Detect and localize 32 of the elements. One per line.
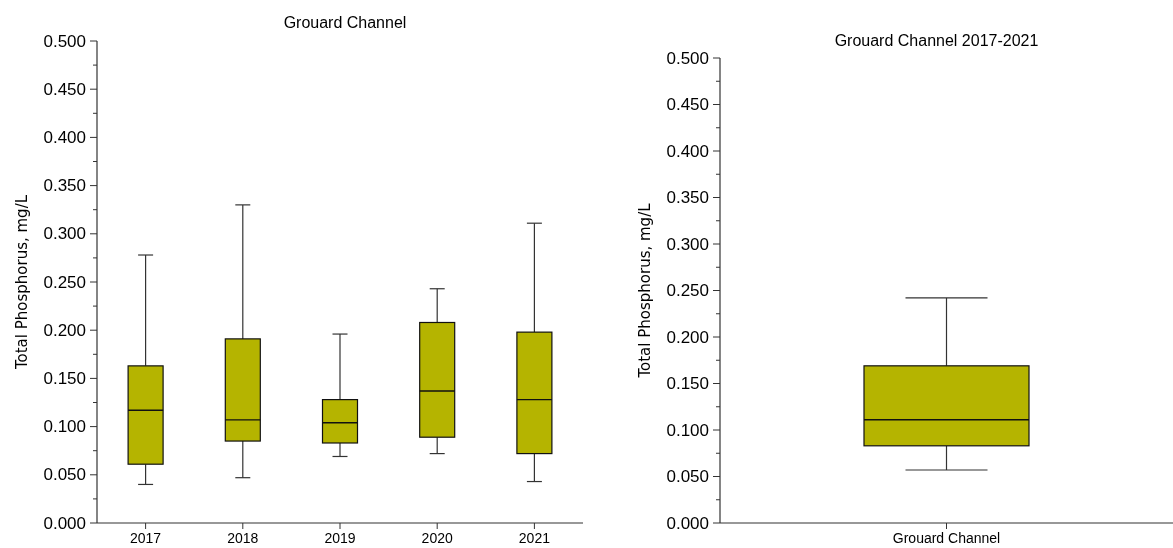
y-tick-label: 0.400	[43, 127, 86, 147]
y-tick-label: 0.200	[666, 327, 709, 347]
y-tick-label: 0.100	[43, 417, 86, 437]
x-tick-label: 2019	[324, 530, 356, 546]
x-tick-label: 2021	[518, 530, 551, 546]
y-tick-label: 0.000	[666, 513, 709, 533]
x-tick-label: Grouard Channel	[892, 530, 1001, 546]
y-tick-label: 0.150	[666, 374, 709, 393]
y-tick-label: 0.050	[43, 465, 86, 485]
x-tick-label: 2018	[227, 530, 259, 546]
y-tick-label: 0.100	[666, 420, 709, 440]
y-tick-label: 0.000	[43, 513, 86, 533]
y-tick-label: 0.400	[666, 141, 709, 161]
chart-title: Grouard Channel 2017-2021	[834, 32, 1039, 49]
y-tick-label: 0.300	[666, 234, 709, 254]
y-tick-label: 0.250	[43, 272, 86, 292]
y-tick-label: 0.500	[43, 31, 86, 51]
y-axis-title: Total Phosphorus, mg/L	[13, 194, 31, 371]
y-tick-label: 0.050	[666, 467, 709, 486]
y-axis-title: Total Phosphorus, mg/L	[636, 202, 654, 379]
y-tick-label: 0.300	[43, 224, 86, 244]
y-tick-label: 0.350	[43, 176, 86, 196]
y-tick-label: 0.150	[43, 368, 86, 388]
y-tick-label: 0.200	[43, 320, 86, 340]
x-tick-label: 2017	[130, 530, 162, 546]
y-tick-label: 0.250	[666, 281, 709, 300]
y-tick-label: 0.500	[666, 48, 709, 68]
x-tick-label: 2020	[421, 530, 453, 546]
y-tick-label: 0.350	[666, 188, 709, 207]
y-tick-label: 0.450	[43, 79, 86, 99]
chart-title: Grouard Channel	[283, 14, 407, 31]
y-tick-label: 0.450	[666, 95, 709, 114]
